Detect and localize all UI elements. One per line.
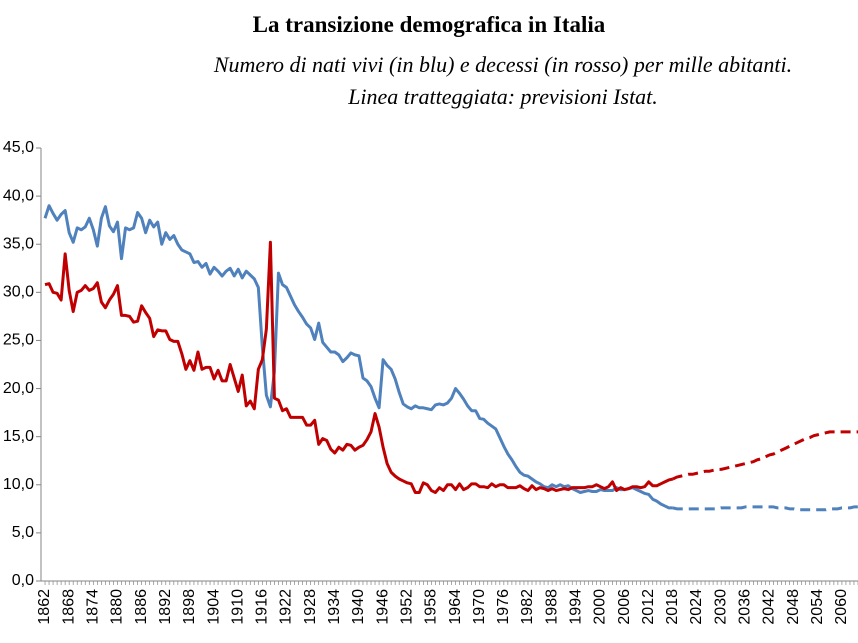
- x-tick-label: 2012: [640, 589, 657, 625]
- x-tick-label: 2036: [737, 589, 754, 625]
- x-tick-label: 1946: [374, 589, 391, 625]
- x-tick-label: 1868: [60, 589, 77, 625]
- chart-title: La transizione demografica in Italia: [253, 12, 606, 37]
- data-line: [44, 240, 674, 494]
- x-tick-label: 1880: [109, 589, 126, 625]
- data-line: [672, 430, 858, 481]
- x-tick-label: 1916: [254, 589, 271, 625]
- x-tick-label: 2060: [833, 589, 850, 625]
- x-tick-label: 2042: [761, 589, 778, 625]
- x-tick-label: 1958: [423, 589, 440, 625]
- x-tick-label: 1862: [36, 589, 53, 625]
- x-tick-label: 1928: [302, 589, 319, 625]
- data-line: [672, 505, 858, 512]
- x-tick-label: 1874: [85, 589, 102, 625]
- y-tick-label: 35,0: [3, 235, 34, 252]
- x-tick-label: 2000: [592, 589, 609, 625]
- x-tick-label: 1940: [350, 589, 367, 625]
- x-tick-label: 1898: [181, 589, 198, 625]
- x-tick-label: 1994: [567, 589, 584, 625]
- x-tick-label: 2006: [616, 589, 633, 625]
- x-tick-label: 2030: [712, 589, 729, 625]
- x-tick-label: 1970: [471, 589, 488, 625]
- y-tick-label: 15,0: [3, 428, 34, 445]
- x-tick-label: 1892: [157, 589, 174, 625]
- x-tick-label: 1976: [495, 589, 512, 625]
- y-tick-label: 20,0: [3, 380, 34, 397]
- chart-subtitle: Linea tratteggiata: previsioni Istat.: [347, 84, 658, 109]
- x-tick-label: 1964: [447, 589, 464, 625]
- x-tick-label: 1922: [278, 589, 295, 625]
- x-tick-label: 1988: [543, 589, 560, 625]
- x-tick-label: 1904: [205, 589, 222, 625]
- data-line: [43, 204, 673, 510]
- x-tick-label: 2048: [785, 589, 802, 625]
- y-tick-label: 40,0: [3, 187, 34, 204]
- x-tick-label: 2018: [664, 589, 681, 625]
- x-tick-label: 1952: [398, 589, 415, 625]
- y-tick-label: 5,0: [12, 524, 34, 541]
- x-tick-label: 1886: [133, 589, 150, 625]
- y-tick-label: 30,0: [3, 284, 34, 301]
- y-tick-label: 0,0: [12, 572, 34, 589]
- y-tick-label: 45,0: [3, 139, 34, 156]
- x-tick-label: 2024: [688, 589, 705, 625]
- x-tick-label: 2054: [809, 589, 826, 625]
- y-tick-label: 10,0: [3, 476, 34, 493]
- x-tick-label: 1910: [229, 589, 246, 625]
- chart-subtitle: Numero di nati vivi (in blu) e decessi (…: [213, 52, 792, 77]
- y-tick-label: 25,0: [3, 332, 34, 349]
- x-tick-label: 1934: [326, 589, 343, 625]
- x-tick-label: 1982: [519, 589, 536, 625]
